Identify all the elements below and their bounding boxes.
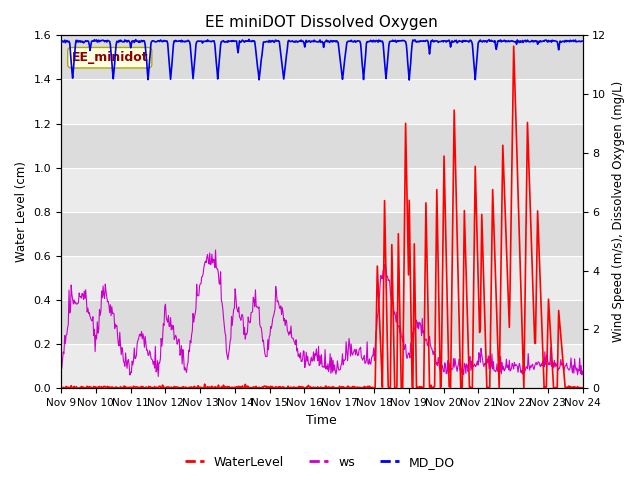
Legend: WaterLevel, ws, MD_DO: WaterLevel, ws, MD_DO: [180, 451, 460, 474]
Bar: [61, 300, 582, 344]
Y-axis label: Water Level (cm): Water Level (cm): [15, 161, 28, 262]
Title: EE miniDOT Dissolved Oxygen: EE miniDOT Dissolved Oxygen: [205, 15, 438, 30]
Bar: [61, 123, 582, 168]
Bar: [61, 212, 582, 256]
Bar: [61, 168, 582, 212]
Y-axis label: Wind Speed (m/s), Dissolved Oxygen (mg/L): Wind Speed (m/s), Dissolved Oxygen (mg/L…: [612, 81, 625, 342]
Bar: [61, 344, 582, 388]
Bar: [61, 256, 582, 300]
X-axis label: Time: Time: [307, 414, 337, 427]
Text: EE_minidot: EE_minidot: [72, 51, 148, 64]
Bar: [61, 80, 582, 123]
Bar: [61, 36, 582, 80]
